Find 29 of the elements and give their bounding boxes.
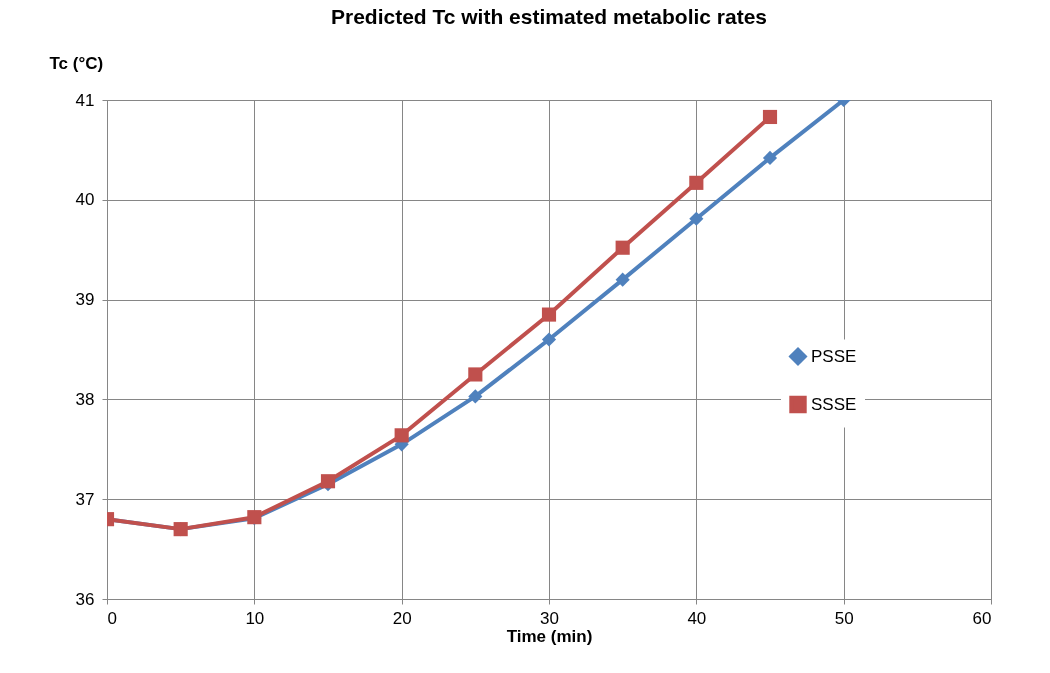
legend-label: SSSE — [811, 394, 857, 414]
point — [394, 428, 409, 443]
point — [468, 389, 483, 404]
x-tick-label: 50 — [834, 608, 854, 628]
y-tick-label: 41 — [75, 90, 95, 110]
x-tick-label: 0 — [107, 608, 117, 628]
legend-label: PSSE — [811, 346, 857, 366]
x-tick-label: 60 — [972, 608, 992, 628]
y-tick-label: 39 — [75, 290, 95, 310]
point — [762, 109, 778, 125]
x-tick-label: 20 — [392, 608, 412, 628]
point — [615, 240, 630, 255]
y-axis-title: Tc (°C) — [49, 53, 104, 73]
y-tick-label: 36 — [75, 589, 95, 609]
y-tick-label: 38 — [75, 389, 95, 409]
point — [689, 211, 704, 226]
point — [541, 307, 557, 322]
point — [468, 367, 483, 382]
point — [689, 175, 704, 190]
point — [762, 150, 778, 165]
x-tick-label: 40 — [687, 608, 707, 628]
x-tick-label: 10 — [245, 608, 265, 628]
y-tick-label: 40 — [75, 190, 95, 210]
x-tick-label: 30 — [540, 608, 559, 628]
y-tick-label: 37 — [75, 489, 95, 509]
chart-title: Predicted Tc with estimated metabolic rates — [330, 5, 768, 28]
point — [615, 272, 630, 287]
x-axis-title: Time (min) — [506, 626, 593, 646]
point — [541, 332, 557, 347]
